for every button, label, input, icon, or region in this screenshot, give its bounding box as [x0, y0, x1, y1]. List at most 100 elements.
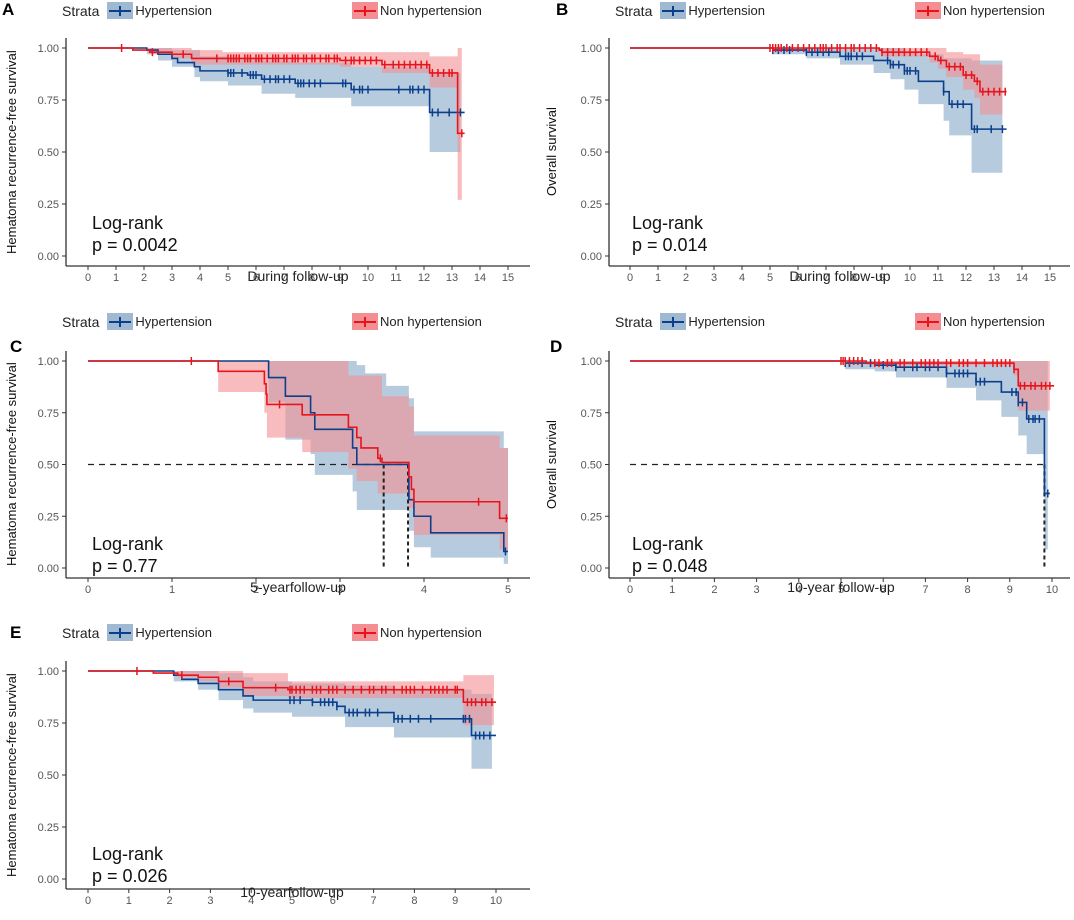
y-axis-title: Hematoma recurrence-free survival	[4, 673, 19, 877]
y-axis-title: Overall survival	[544, 420, 559, 509]
legend-label-hypertension: Hypertension	[135, 625, 212, 640]
km-curve-non-hypertension	[88, 670, 496, 703]
legend: Strata Hypertension Non hypertension	[615, 2, 1045, 19]
logrank-label: Log-rank	[92, 844, 164, 864]
series-hypertension	[630, 46, 1007, 134]
km-panel-a: A Strata Hypertension Non hypertension 0.00 0…	[0, 0, 534, 305]
x-tick-label: 2	[711, 584, 717, 596]
x-tick-label: 11	[932, 272, 943, 284]
legend-key-non-hypertension	[351, 624, 378, 641]
legend: Strata Hypertension Non hypertension	[62, 313, 482, 330]
x-axis-title: 5-yearfollow-up	[250, 579, 346, 595]
km-panel-e: E Strata Hypertension Non hypertension 0.00 0…	[0, 615, 534, 920]
km-panel-b: B Strata Hypertension Non hypertension 0.00 0…	[540, 0, 1074, 305]
x-tick-label: 0	[627, 272, 633, 284]
x-tick-label: 3	[207, 895, 213, 907]
x-tick-label: 5	[225, 272, 231, 284]
x-tick-label: 2	[683, 272, 689, 284]
x-tick-label: 0	[85, 272, 91, 284]
x-tick-label: 14	[1016, 272, 1028, 284]
x-tick-label: 1	[113, 272, 119, 284]
x-tick-label: 1	[126, 895, 132, 907]
x-tick-label: 8	[965, 584, 971, 596]
legend-key-hypertension	[660, 2, 687, 19]
y-tick-label: 1.00	[581, 43, 602, 55]
x-tick-label: 3	[711, 272, 717, 284]
p-value: p = 0.048	[632, 556, 708, 576]
y-tick-label: 0.50	[38, 460, 59, 472]
x-tick-label: 14	[474, 272, 486, 284]
x-tick-label: 7	[823, 272, 829, 284]
x-tick-label: 15	[502, 272, 514, 284]
ci-band-non-hypertension	[88, 361, 508, 550]
series-non-hypertension	[630, 44, 1007, 96]
y-tick-label: 0.25	[38, 511, 59, 523]
plot-area: 0.000.250.500.751.000 1 2 3 4 5 6 7 8 9 10 11 12 13 14…	[581, 38, 1070, 284]
legend-label-hypertension: Hypertension	[688, 3, 765, 18]
y-tick-label: 0.25	[38, 199, 59, 211]
legend-key-hypertension	[660, 313, 687, 330]
x-tick-label: 10	[904, 272, 916, 284]
p-value: p = 0.014	[632, 235, 708, 255]
x-tick-label: 1	[169, 584, 175, 596]
y-tick-label: 0.75	[38, 408, 59, 420]
y-tick-label: 0.00	[38, 874, 59, 886]
x-tick-label: 4	[739, 272, 745, 284]
y-tick-label: 0.00	[581, 563, 602, 575]
plot-area: 0.00 0.25 0.50 0.75 1.00 0 1 2 3 4 5 6 7 8 9 10	[581, 351, 1070, 596]
y-tick-label: 0.25	[38, 822, 59, 834]
y-tick-label: 0.50	[38, 770, 59, 782]
series-non-hypertension	[88, 667, 496, 707]
legend-label-hypertension: Hypertension	[688, 314, 765, 329]
legend-key-hypertension	[107, 313, 134, 330]
x-tick-label: 1	[669, 584, 675, 596]
y-tick-label: 0.75	[38, 718, 59, 730]
km-curve-hypertension	[88, 360, 508, 553]
legend: Strata Hypertension Non hypertension	[615, 313, 1045, 330]
km-curve-hypertension	[88, 47, 465, 114]
logrank-annotation: Log-rank p = 0.048	[632, 533, 708, 577]
x-tick-label: 8	[411, 895, 417, 907]
legend-label-hypertension: Hypertension	[135, 3, 212, 18]
panel-label: D	[550, 337, 563, 356]
ci-band-hypertension	[630, 48, 1003, 173]
legend-title: Strata	[615, 313, 653, 330]
legend-key-non-hypertension	[351, 2, 378, 19]
legend-key-non-hypertension	[351, 313, 378, 330]
x-tick-label: 8	[309, 272, 315, 284]
ci-band-hypertension	[630, 361, 1048, 550]
plot-area: 0.000.250.500.751.000 1 2 3 4 5 6 7 8 9 10 11 12 13 14…	[38, 38, 530, 284]
legend-key-hypertension	[107, 2, 134, 19]
x-tick-label: 6	[330, 895, 336, 907]
x-tick-label: 4	[197, 272, 203, 284]
legend: Strata Hypertension Non hypertension	[62, 624, 482, 641]
legend-title: Strata	[615, 2, 653, 19]
x-tick-label: 10	[1046, 584, 1058, 596]
y-tick-label: 0.50	[581, 147, 602, 159]
panel-label: B	[556, 0, 569, 19]
x-tick-label: 13	[988, 272, 1000, 284]
x-tick-label: 10	[490, 895, 502, 907]
x-tick-label: 4	[796, 584, 802, 596]
legend-key-non-hypertension	[914, 313, 941, 330]
logrank-annotation: Log-rank p = 0.026	[92, 843, 168, 887]
x-tick-label: 5	[289, 895, 295, 907]
x-tick-label: 9	[879, 272, 885, 284]
legend-label-non-hypertension: Non hypertension	[379, 314, 482, 329]
panel-label: A	[2, 0, 15, 19]
y-tick-label: 0.25	[581, 511, 602, 523]
y-tick-label: 0.50	[38, 147, 59, 159]
panel-label: E	[10, 623, 22, 642]
p-value: p = 0.0042	[92, 235, 178, 255]
x-tick-label: 6	[795, 272, 801, 284]
logrank-label: Log-rank	[92, 534, 164, 554]
legend-title: Strata	[62, 624, 100, 641]
legend-key-non-hypertension	[914, 2, 941, 19]
x-tick-label: 8	[851, 272, 857, 284]
x-tick-label: 11	[390, 272, 401, 284]
y-tick-label: 0.00	[38, 563, 59, 575]
legend-title: Strata	[62, 2, 100, 19]
y-tick-label: 0.75	[38, 95, 59, 107]
x-tick-label: 15	[1044, 272, 1056, 284]
x-tick-label: 3	[337, 584, 343, 596]
